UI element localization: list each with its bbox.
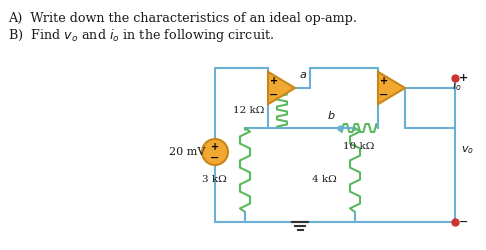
- Text: a: a: [300, 70, 307, 80]
- Text: 12 kΩ: 12 kΩ: [233, 106, 264, 115]
- Text: +: +: [459, 73, 468, 83]
- Text: −: −: [459, 217, 469, 227]
- Text: A)  Write down the characteristics of an ideal op-amp.: A) Write down the characteristics of an …: [8, 12, 357, 25]
- Text: +: +: [211, 142, 219, 152]
- Text: −: −: [269, 90, 278, 100]
- Circle shape: [202, 139, 228, 165]
- Text: $v_o$: $v_o$: [461, 144, 474, 156]
- Text: −: −: [210, 152, 220, 162]
- Text: 4 kΩ: 4 kΩ: [312, 176, 337, 184]
- Text: 20 mV: 20 mV: [169, 147, 205, 157]
- Text: +: +: [270, 76, 278, 86]
- Polygon shape: [268, 72, 295, 104]
- Polygon shape: [378, 72, 405, 104]
- Text: 3 kΩ: 3 kΩ: [202, 176, 227, 184]
- Text: $i_o$: $i_o$: [452, 79, 462, 93]
- Text: B)  Find $v_o$ and $i_o$ in the following circuit.: B) Find $v_o$ and $i_o$ in the following…: [8, 27, 274, 44]
- Text: −: −: [379, 90, 389, 100]
- Text: b: b: [328, 111, 335, 121]
- Text: +: +: [380, 76, 388, 86]
- Text: 10 kΩ: 10 kΩ: [343, 142, 375, 151]
